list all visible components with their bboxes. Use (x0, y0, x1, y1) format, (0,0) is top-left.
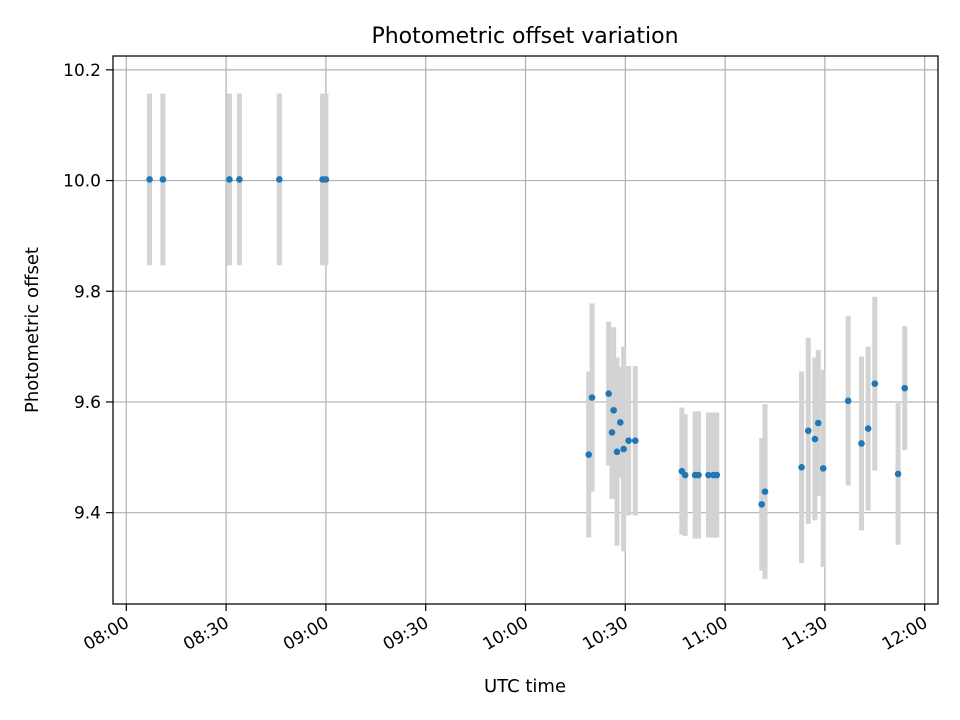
x-tick-label: 09:30 (380, 613, 432, 655)
x-tick-label: 12:00 (879, 613, 931, 655)
data-point (901, 384, 909, 392)
data-point (613, 448, 621, 456)
y-axis-label: Photometric offset (22, 247, 43, 413)
x-tick-label: 10:00 (480, 613, 532, 655)
x-tick-label: 09:00 (280, 613, 332, 655)
data-point (631, 437, 639, 445)
data-point (758, 501, 765, 508)
data-point (146, 176, 153, 183)
y-tick-label: 10.2 (63, 61, 101, 81)
data-point (159, 176, 167, 183)
data-point (713, 471, 721, 479)
x-tick-label: 08:00 (80, 613, 132, 655)
data-point (871, 380, 879, 387)
y-tick-label: 9.4 (74, 504, 101, 524)
y-tick-label: 9.6 (74, 393, 101, 413)
x-tick-label: 11:30 (779, 613, 831, 655)
error-bars (147, 93, 908, 580)
data-point (761, 488, 769, 495)
data-point (804, 427, 812, 435)
data-point (236, 176, 243, 183)
y-axis-ticks: 9.4 9.6 9.8 10.0 10.2 (63, 61, 113, 524)
data-point (617, 419, 624, 426)
data-point (322, 176, 330, 183)
data-point (620, 445, 627, 453)
x-tick-label: 11:00 (679, 613, 731, 655)
data-point (608, 429, 616, 436)
data-point (276, 176, 283, 183)
data-point (844, 397, 852, 405)
grid-lines (113, 56, 938, 604)
data-point (811, 435, 819, 443)
x-axis-ticks: 08:00 08:30 09:00 09:30 10:00 10:30 11:00 11:30… (80, 604, 931, 655)
x-axis-label: UTC time (484, 676, 566, 697)
y-tick-label: 9.8 (74, 282, 101, 302)
data-point (814, 419, 822, 427)
x-tick-label: 10:30 (579, 613, 631, 655)
data-point (681, 471, 689, 479)
data-point (798, 463, 805, 471)
x-tick-label: 08:30 (180, 613, 232, 655)
data-point (858, 440, 865, 447)
data-point (588, 394, 596, 401)
data-point (695, 471, 702, 479)
data-point (585, 451, 593, 458)
data-point (864, 425, 872, 432)
data-point (226, 176, 233, 183)
data-point (605, 390, 612, 397)
data-points (146, 176, 909, 508)
data-point (894, 470, 902, 478)
data-point (625, 437, 632, 445)
data-point (610, 406, 617, 414)
y-tick-label: 10.0 (63, 172, 101, 192)
data-point (705, 471, 712, 479)
chart-title: Photometric offset variation (371, 24, 678, 49)
data-point (819, 465, 827, 472)
